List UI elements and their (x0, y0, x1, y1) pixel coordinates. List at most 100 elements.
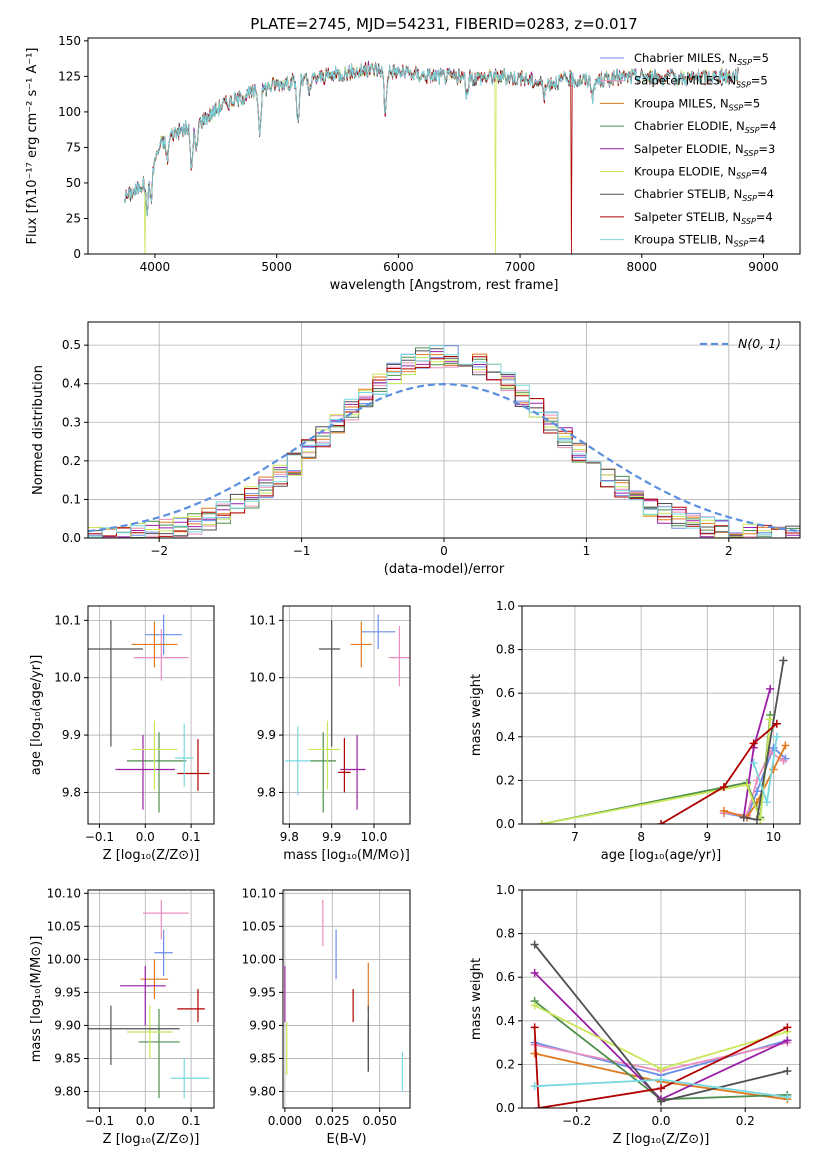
x-tick-label: 0 (440, 544, 448, 558)
x-tick-label: 0.2 (736, 1114, 755, 1128)
y-tick-label: 0.4 (496, 730, 515, 744)
legend-subscript: SSP (745, 126, 760, 135)
weight-marker (530, 940, 539, 949)
y-tick-label: 0.1 (62, 492, 81, 506)
legend-series: Salpeter MILES, N (634, 74, 736, 88)
panel-residuals: −2 −1 0 1 2 0.0 0.1 0.2 0.3 0.4 0.5 (data-model)/er… (31, 321, 801, 577)
weight-marker (530, 1049, 539, 1058)
axes-frame (282, 889, 411, 1109)
legend-series: Kroupa MILES, N (634, 96, 729, 110)
y-axis-label: age [log₁₀(age/yr)] (29, 655, 44, 776)
weight-marker (657, 820, 665, 824)
x-tick-label: 6000 (383, 260, 414, 274)
y-tick-label: 75 (66, 140, 81, 154)
x-tick-label: 8000 (627, 260, 658, 274)
y-tick-label: 0 (73, 247, 81, 261)
legend-label: Kroupa ELODIE, NSSP=4 (634, 165, 768, 181)
y-tick-label: 10.10 (47, 886, 81, 900)
legend-label: Chabrier STELIB, NSSP=4 (634, 187, 774, 203)
y-tick-label: 0.4 (62, 377, 81, 391)
panel-weight_vs_Z: −0.2 0.0 0.2 0.0 0.2 0.4 0.6 0.8 1.0 Z [log₁₀(Z/Z… (469, 883, 801, 1147)
y-tick-label: 9.90 (249, 1018, 276, 1032)
x-tick-label: 10.0 (361, 830, 388, 844)
legend-nssp: =4 (751, 165, 768, 179)
y-tick-label: 9.80 (54, 1084, 81, 1098)
legend-series: Salpeter ELODIE, N (634, 142, 744, 156)
y-tick-label: 100 (58, 105, 81, 119)
weight-marker (657, 1075, 665, 1084)
weight-marker (657, 1084, 665, 1093)
plot-area (285, 614, 410, 813)
weight-marker (719, 782, 728, 791)
x-tick-label: −2 (150, 544, 168, 558)
x-tick-label: 7000 (505, 260, 536, 274)
x-tick-label: 0.1 (182, 1114, 201, 1128)
y-axis-label: mass weight (469, 674, 484, 756)
legend-subscript: SSP (734, 240, 749, 249)
y-tick-label: 0.8 (496, 643, 515, 657)
x-tick-label: 5000 (261, 260, 292, 274)
x-tick-label: 0.0 (136, 830, 155, 844)
x-tick-label: 9000 (748, 260, 779, 274)
legend-nssp: =4 (756, 210, 773, 224)
y-tick-label: 0.0 (62, 531, 81, 545)
x-tick-label: 9.8 (280, 830, 299, 844)
y-tick-label: 0.4 (496, 1014, 515, 1028)
y-axis-label: Flux [fλ10⁻¹⁷ erg cm⁻² s⁻¹ A⁻¹] (25, 48, 40, 245)
spectrum-line (124, 62, 740, 254)
y-tick-label: 0.0 (496, 1101, 515, 1115)
y-tick-label: 10.05 (242, 919, 276, 933)
axes-frame (282, 605, 411, 825)
legend-series: Chabrier MILES, N (634, 51, 737, 65)
y-tick-label: 0.5 (62, 338, 81, 352)
x-tick-label: 7 (571, 830, 579, 844)
weight-marker (769, 743, 778, 752)
weight-marker (772, 719, 781, 728)
y-tick-label: 10.05 (47, 919, 81, 933)
weight-marker (766, 684, 775, 693)
legend-label: Kroupa STELIB, NSSP=4 (634, 233, 765, 249)
weight-marker (749, 739, 758, 748)
y-tick-label: 9.8 (257, 785, 276, 799)
y-tick-label: 9.9 (257, 728, 276, 742)
spectrum-line (124, 63, 740, 254)
plot-area (284, 899, 404, 1092)
y-tick-label: 25 (66, 211, 81, 225)
x-tick-label: −0.1 (85, 830, 114, 844)
x-tick-label: 4000 (140, 260, 171, 274)
x-tick-label: 0.000 (268, 1114, 302, 1128)
weight-marker (779, 656, 788, 665)
x-tick-label: 0.025 (315, 1114, 349, 1128)
weight-marker (719, 806, 728, 815)
panel-spectrum: 4000 5000 6000 7000 8000 9000 0 25 50 75 100 125 150… (25, 34, 801, 293)
y-tick-label: 0.2 (62, 454, 81, 468)
y-tick-label: 0.2 (496, 773, 515, 787)
panel-mass_vs_Z: −0.1 0.0 0.1 9.80 9.85 9.90 9.95 10.00 10.05 10.1… (29, 886, 215, 1147)
y-tick-label: 9.90 (54, 1018, 81, 1032)
legend-series: Chabrier ELODIE, N (634, 119, 745, 133)
y-tick-label: 10.00 (47, 952, 81, 966)
y-tick-label: 0.6 (496, 686, 515, 700)
weight-marker (769, 765, 778, 774)
weight-marker (781, 741, 790, 750)
y-tick-label: 1.0 (496, 599, 515, 613)
plot-area (88, 899, 210, 1099)
y-tick-label: 0.6 (496, 970, 515, 984)
spectrum-line (124, 62, 740, 217)
y-tick-label: 10.0 (54, 671, 81, 685)
weight-marker (537, 820, 546, 824)
y-tick-label: 150 (58, 34, 81, 48)
weight-marker (530, 1082, 539, 1091)
y-tick-label: 50 (66, 176, 81, 190)
legend-label: Salpeter STELIB, NSSP=4 (634, 210, 773, 226)
weight-marker (762, 798, 771, 807)
weight-marker (783, 1066, 792, 1075)
weight-marker (530, 968, 539, 977)
weight-marker (530, 1001, 539, 1010)
y-axis-label: mass [log₁₀(M/M⊙)] (29, 936, 44, 1063)
legend-nssp: =4 (757, 187, 774, 201)
y-tick-label: 0.0 (496, 817, 515, 831)
weight-marker (739, 813, 748, 822)
y-tick-label: 1.0 (496, 883, 515, 897)
legend-subscript: SSP (736, 81, 751, 90)
